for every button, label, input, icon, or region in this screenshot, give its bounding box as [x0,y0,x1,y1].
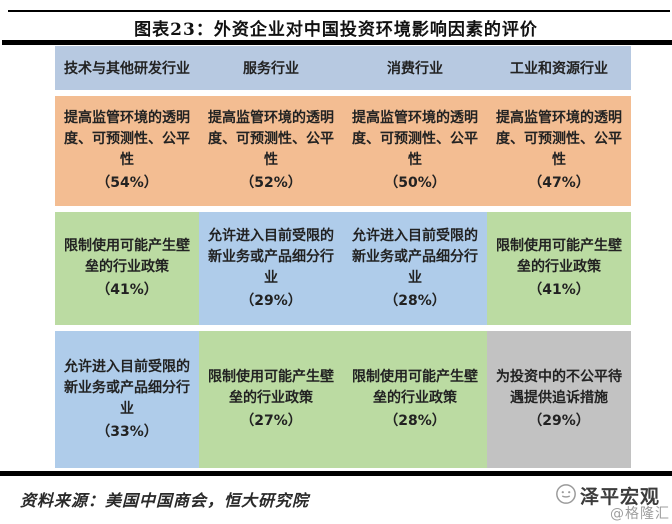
factor-label: 限制使用可能产生壁垒的行业政策 [64,238,190,275]
factor-percent: （52%） [240,175,302,191]
factor-label: 为投资中的不公平待遇提供追诉措施 [496,369,622,406]
source-note: 资料来源：美国中国商会，恒大研究院 [20,491,310,510]
column-header-industrial: 工业和资源行业 [487,46,631,90]
factor-cell: 提高监管环境的透明度、可预测性、公平性 （47%） [487,96,631,206]
factor-percent: （54%） [96,175,158,191]
zeping-macro-logo: 泽平宏观 [555,482,660,509]
column-header-consumer: 消费行业 [343,46,487,90]
factor-cell: 限制使用可能产生壁垒的行业政策 （28%） [343,331,487,468]
factor-percent: （29%） [240,292,302,309]
factor-label: 限制使用可能产生壁垒的行业政策 [496,238,622,275]
factor-percent: （50%） [384,175,446,191]
factor-cell: 提高监管环境的透明度、可预测性、公平性 （50%） [343,96,487,206]
factor-cell: 限制使用可能产生壁垒的行业政策 （27%） [199,331,343,468]
factor-label: 提高监管环境的透明度、可预测性、公平性 [352,110,478,168]
factor-label: 限制使用可能产生壁垒的行业政策 [208,369,334,406]
zeping-macro-logo-icon [555,483,577,509]
factor-cell: 允许进入目前受限的新业务或产品细分行业 （33%） [55,331,199,468]
top-rule [8,10,670,12]
factor-label: 允许进入目前受限的新业务或产品细分行业 [64,358,190,417]
title-rule [2,40,672,45]
factor-percent: （41%） [96,282,158,298]
factor-percent: （47%） [528,175,590,191]
factor-label: 允许进入目前受限的新业务或产品细分行业 [352,227,478,286]
factor-label: 允许进入目前受限的新业务或产品细分行业 [208,227,334,286]
factor-label: 提高监管环境的透明度、可预测性、公平性 [496,110,622,168]
zeping-macro-logo-text: 泽平宏观 [579,486,660,508]
chart-title: 图表23：外资企业对中国投资环境影响因素的评价 [134,20,538,40]
factor-cell: 为投资中的不公平待遇提供追诉措施 （29%） [487,331,631,468]
factor-percent: （28%） [384,413,446,429]
factor-percent: （29%） [528,413,590,429]
factor-cell: 允许进入目前受限的新业务或产品细分行业 （29%） [199,212,343,325]
column-header-tech: 技术与其他研发行业 [55,46,199,90]
factor-cell: 限制使用可能产生壁垒的行业政策 （41%） [55,212,199,325]
factor-table: 技术与其他研发行业 服务行业 消费行业 工业和资源行业 提高监管环境的透明度、可… [55,46,631,468]
factor-percent: （41%） [528,282,590,298]
factor-label: 限制使用可能产生壁垒的行业政策 [352,369,478,406]
factor-percent: （28%） [384,292,446,309]
factor-cell: 限制使用可能产生壁垒的行业政策 （41%） [487,212,631,325]
factor-percent: （33%） [96,423,158,440]
factor-label: 提高监管环境的透明度、可预测性、公平性 [208,110,334,168]
factor-percent: （27%） [240,413,302,429]
factor-cell: 允许进入目前受限的新业务或产品细分行业 （28%） [343,212,487,325]
factor-cell: 提高监管环境的透明度、可预测性、公平性 （54%） [55,96,199,206]
column-header-services: 服务行业 [199,46,343,90]
factor-label: 提高监管环境的透明度、可预测性、公平性 [64,110,190,168]
gelonghui-watermark: @格隆汇 [610,506,670,522]
footer-rule [0,471,672,476]
factor-cell: 提高监管环境的透明度、可预测性、公平性 （52%） [199,96,343,206]
